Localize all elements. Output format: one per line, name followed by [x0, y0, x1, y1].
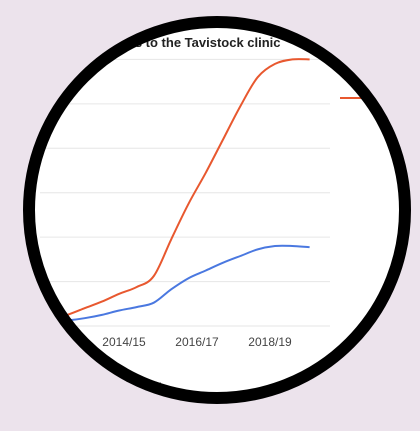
- series-line-boys: [49, 244, 310, 323]
- x-tick-label: 2014/15: [102, 335, 146, 349]
- grid-lines: [40, 58, 330, 327]
- series-layer: [49, 58, 310, 323]
- series-line-girls: [49, 58, 310, 321]
- x-tick-label: 2018/19: [248, 335, 292, 349]
- magnifier-frame: [23, 16, 411, 404]
- magnifier-lens: [29, 22, 405, 398]
- x-axis-ticks: 2014/15 2016/17 2018/19: [102, 335, 292, 349]
- x-tick-label: 2016/17: [175, 335, 219, 349]
- legend-label-boys: boys: [373, 68, 398, 82]
